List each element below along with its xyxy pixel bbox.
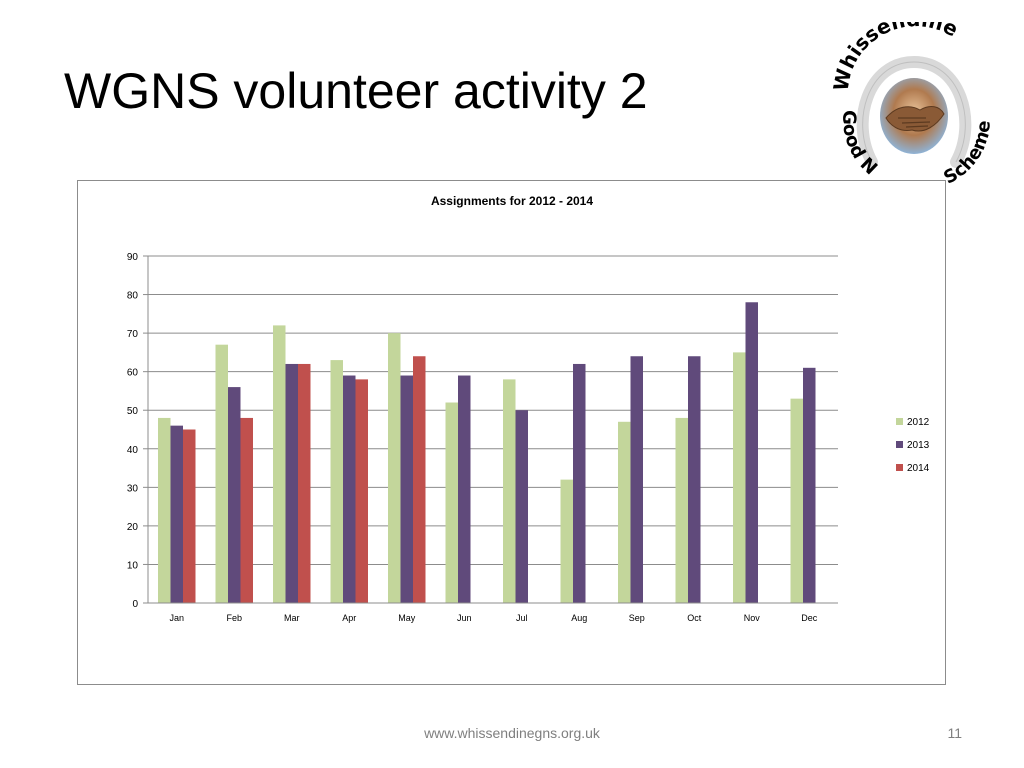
legend-swatch-2013 [896,441,903,448]
y-tick-label: 40 [127,445,139,456]
bar-2014-mar [298,363,311,603]
bar-2014-jan [183,429,196,603]
bar-2013-jan [170,425,183,603]
x-tick-label: Jan [169,613,184,623]
bar-2014-feb [240,417,253,603]
bar-2012-jul [503,379,516,603]
y-tick-label: 80 [127,291,139,302]
x-tick-label: Oct [687,613,702,623]
svg-text:Whissendine: Whissendine [828,22,962,93]
y-axis-ticks: 0 10 20 30 40 50 60 70 80 90 [127,252,139,610]
bar-2013-aug [573,363,586,603]
y-tick-label: 70 [127,329,139,340]
whissendine-logo: Whissendine Good N Scheme [828,22,995,189]
legend-label-2013: 2013 [907,440,930,451]
chart-frame: Assignments for 2012 - 2014 0 10 20 30 40 50 6… [77,180,946,685]
bar-2013-apr [343,375,356,603]
bar-2012-nov [733,352,746,603]
page-number: 11 [947,725,962,741]
gridlines [143,255,838,604]
legend-swatch-2014 [896,464,903,471]
legend-swatch-2012 [896,418,903,425]
bar-2013-nov [745,302,758,603]
bar-2012-dec [790,398,803,603]
legend: 2012 2013 2014 [896,417,930,474]
slide-title: WGNS volunteer activity 2 [64,63,648,119]
x-tick-label: Jun [457,613,472,623]
bar-2013-oct [688,356,701,603]
bar-2013-jul [515,410,528,603]
bar-2013-sep [630,356,643,603]
bar-2012-may [388,333,401,603]
bar-2012-oct [675,417,688,603]
x-tick-label: Apr [342,613,356,623]
x-tick-label: Aug [571,613,587,623]
logo-text-top: Whissendine [828,22,962,93]
bar-2014-may [413,356,426,603]
bars [158,302,816,603]
bar-2013-dec [803,367,816,603]
bar-2013-mar [285,363,298,603]
y-tick-label: 60 [127,368,139,379]
bar-2013-may [400,375,413,603]
bar-2012-jan [158,417,171,603]
x-tick-label: May [398,613,416,623]
bar-2013-feb [228,387,241,603]
y-tick-label: 0 [132,599,138,610]
handshake-icon [880,78,948,154]
y-tick-label: 50 [127,406,139,417]
bar-2014-apr [355,379,368,603]
x-tick-label: Sep [629,613,645,623]
y-tick-label: 10 [127,560,139,571]
bar-2012-jun [445,402,458,603]
bar-2012-feb [215,344,228,603]
bar-2012-sep [618,421,631,603]
bar-2012-apr [330,360,343,603]
chart-title: Assignments for 2012 - 2014 [431,194,593,208]
bar-2012-aug [560,479,573,603]
y-tick-label: 30 [127,483,139,494]
y-tick-label: 90 [127,252,139,263]
x-tick-label: Feb [226,613,242,623]
x-tick-label: Jul [516,613,528,623]
bar-2013-jun [458,375,471,603]
x-tick-label: Dec [801,613,818,623]
bar-2012-mar [273,325,286,603]
x-tick-label: Nov [744,613,761,623]
x-axis-ticks: Jan Feb Mar Apr May Jun Jul Aug Sep Oct Nov Dec [148,602,838,623]
y-tick-label: 20 [127,522,139,533]
footer-url[interactable]: www.whissendinegns.org.uk [424,725,600,741]
legend-label-2012: 2012 [907,417,930,428]
bar-chart: Assignments for 2012 - 2014 0 10 20 30 40 50 6… [127,194,930,623]
x-tick-label: Mar [284,613,300,623]
legend-label-2014: 2014 [907,463,930,474]
